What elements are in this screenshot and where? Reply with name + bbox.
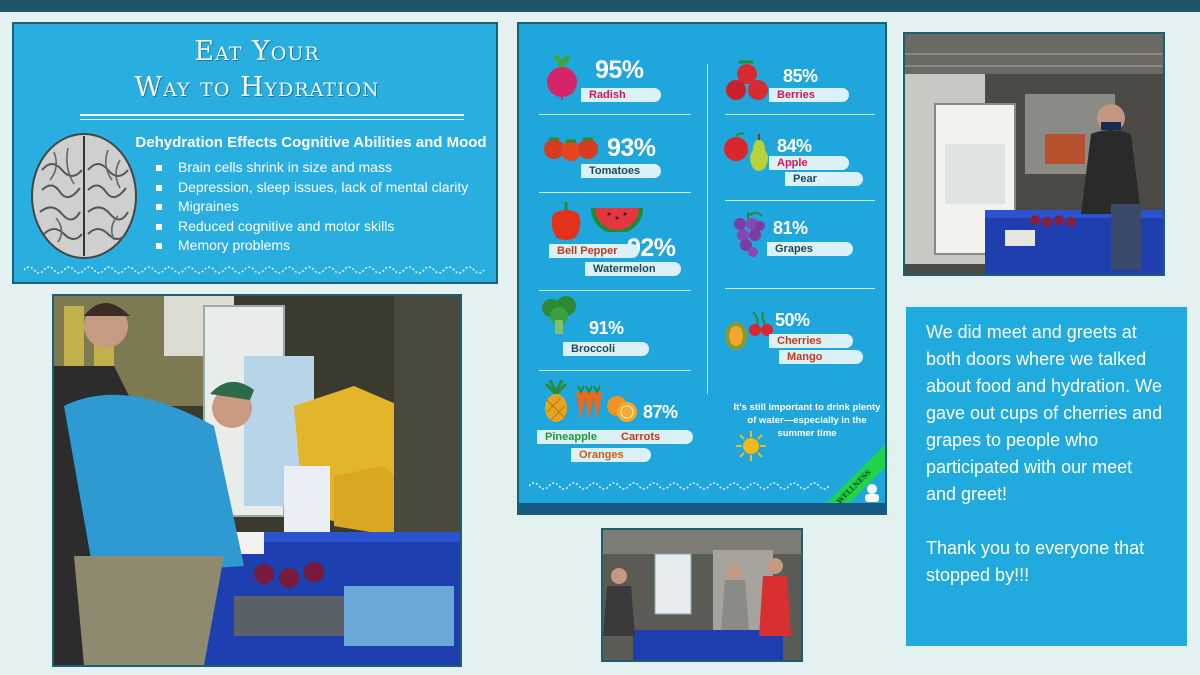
effect-item: Depression, sleep issues, lack of mental… xyxy=(154,178,468,198)
food-label-apple: Apple xyxy=(769,156,849,170)
pineapple-icon xyxy=(544,379,568,422)
food-label-broccoli: Broccoli xyxy=(563,342,649,356)
watermelon-icon xyxy=(591,208,643,232)
message-thank-you: Thank you to everyone that stopped by!!! xyxy=(926,538,1145,585)
message-paragraph: We did meet and greets at both doors whe… xyxy=(926,322,1163,504)
hydration-poster: Eat Your Way to Hydration Dehydration Ef… xyxy=(12,22,498,284)
wave-divider xyxy=(24,266,485,274)
food-label-bell-pepper: Bell Pepper xyxy=(549,244,639,258)
food-label-cherries: Cherries xyxy=(769,334,853,348)
poster-heading: Dehydration Effects Cognitive Abilities … xyxy=(135,134,487,151)
food-label-berries: Berries xyxy=(769,88,849,102)
carrots-icon xyxy=(576,386,602,420)
food-label-pineapple: Pineapple xyxy=(537,430,627,444)
berries-icon xyxy=(726,60,768,100)
pear-icon xyxy=(750,134,768,171)
top-accent-bar xyxy=(0,0,1200,12)
percent-label: 85% xyxy=(783,66,818,86)
percent-label: 95% xyxy=(595,56,644,84)
effect-item: Brain cells shrink in size and mass xyxy=(154,158,468,178)
food-label-watermelon: Watermelon xyxy=(585,262,681,276)
title-divider xyxy=(80,114,464,116)
food-label-mango: Mango xyxy=(779,350,863,364)
sun-icon xyxy=(736,431,766,461)
wellness-logo-icon xyxy=(865,484,879,502)
radish-icon xyxy=(547,54,577,100)
infographic-bottom-strip xyxy=(519,503,885,513)
percent-label: 93% xyxy=(607,134,656,162)
poster-title-line-1: Eat Your xyxy=(194,36,320,67)
broccoli-icon xyxy=(542,296,576,334)
water-reminder: It's still important to drink plenty of … xyxy=(733,402,881,439)
row-separator xyxy=(539,192,691,193)
tomatoes-icon xyxy=(544,137,598,161)
hydrating-foods-infographic: 95% Radish 93% Tomatoes 92% Bell Pepper … xyxy=(517,22,887,515)
bell-pepper-icon xyxy=(551,202,581,240)
percent-label: 91% xyxy=(589,318,624,338)
event-message: We did meet and greets at both doors whe… xyxy=(906,307,1187,646)
food-label-carrots: Carrots xyxy=(613,430,693,444)
wave-divider xyxy=(529,482,829,490)
percent-label: 87% xyxy=(643,402,678,422)
row-separator xyxy=(725,114,875,115)
brain-icon xyxy=(31,133,137,259)
row-separator xyxy=(725,200,875,201)
effects-list: Brain cells shrink in size and mass Depr… xyxy=(154,158,468,256)
row-separator xyxy=(539,290,691,291)
event-photo-right xyxy=(903,32,1165,276)
grapes-icon xyxy=(734,212,765,257)
row-separator xyxy=(539,370,691,371)
poster-title: Eat Your Way to Hydration xyxy=(14,34,496,106)
percent-label: 81% xyxy=(773,218,808,238)
effect-item: Reduced cognitive and motor skills xyxy=(154,217,468,237)
food-label-pear: Pear xyxy=(785,172,863,186)
event-photo-bottom xyxy=(601,528,803,662)
food-label-oranges: Oranges xyxy=(571,448,651,462)
title-divider-thin xyxy=(80,119,464,120)
food-label-grapes: Grapes xyxy=(767,242,853,256)
apple-icon xyxy=(724,132,748,161)
percent-label: 50% xyxy=(775,310,810,330)
oranges-icon xyxy=(607,396,637,422)
food-label-radish: Radish xyxy=(581,88,661,102)
column-divider xyxy=(707,64,708,394)
mango-cherries-icon xyxy=(725,311,773,350)
row-separator xyxy=(725,288,875,289)
percent-label: 84% xyxy=(777,136,812,156)
row-separator xyxy=(539,114,691,115)
food-label-tomatoes: Tomatoes xyxy=(581,164,661,178)
effect-item: Memory problems xyxy=(154,236,468,256)
effect-item: Migraines xyxy=(154,197,468,217)
poster-title-line-2: Way to Hydration xyxy=(134,72,380,103)
event-photo-main xyxy=(52,294,462,667)
